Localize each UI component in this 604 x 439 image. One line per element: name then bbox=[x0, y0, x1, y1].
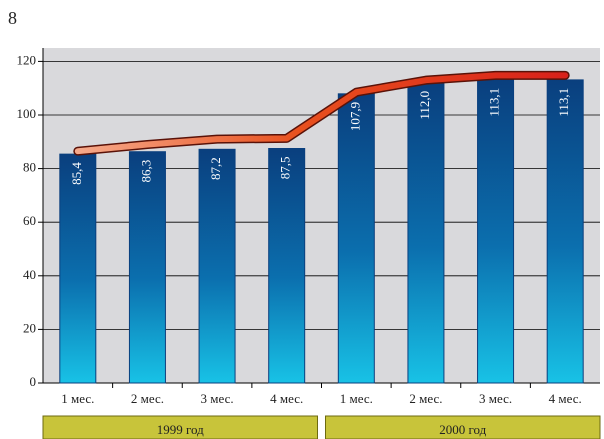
value-label: 87,2 bbox=[208, 157, 223, 180]
y-tick-label: 100 bbox=[17, 106, 37, 121]
x-tick-label: 3 мес. bbox=[479, 391, 512, 406]
x-tick-label: 1 мес. bbox=[61, 391, 94, 406]
bar bbox=[59, 153, 97, 384]
group-label: 2000 год bbox=[439, 422, 486, 437]
group-label: 1999 год bbox=[157, 422, 204, 437]
group-box bbox=[325, 415, 601, 439]
value-label: 113,1 bbox=[487, 88, 502, 117]
y-tick-label: 80 bbox=[23, 160, 36, 175]
value-label: 86,3 bbox=[138, 160, 153, 183]
x-tick-label: 4 мес. bbox=[270, 391, 303, 406]
bar bbox=[337, 93, 375, 384]
bar bbox=[477, 79, 515, 384]
bar bbox=[128, 151, 166, 384]
y-tick-label: 0 bbox=[30, 374, 37, 389]
bar bbox=[198, 148, 236, 384]
y-tick-label: 40 bbox=[23, 267, 36, 282]
plot-area bbox=[43, 48, 600, 383]
bar bbox=[407, 82, 445, 384]
y-tick-label: 120 bbox=[17, 52, 37, 67]
bar bbox=[546, 79, 584, 384]
y-tick-label: 20 bbox=[23, 320, 36, 335]
line bbox=[74, 72, 569, 155]
x-tick-label: 1 мес. bbox=[340, 391, 373, 406]
value-label: 85,4 bbox=[69, 162, 84, 185]
y-tick-label: 60 bbox=[23, 213, 36, 228]
value-label: 112,0 bbox=[417, 91, 432, 120]
page-number: 8 bbox=[8, 8, 17, 28]
x-tick-label: 2 мес. bbox=[409, 391, 442, 406]
value-label: 87,5 bbox=[278, 157, 293, 180]
x-tick-label: 2 мес. bbox=[131, 391, 164, 406]
x-tick-label: 4 мес. bbox=[549, 391, 582, 406]
bar bbox=[268, 148, 306, 384]
value-label: 113,1 bbox=[556, 88, 571, 117]
group-box bbox=[42, 415, 318, 439]
x-tick-label: 3 мес. bbox=[201, 391, 234, 406]
value-label: 107,9 bbox=[347, 102, 362, 131]
